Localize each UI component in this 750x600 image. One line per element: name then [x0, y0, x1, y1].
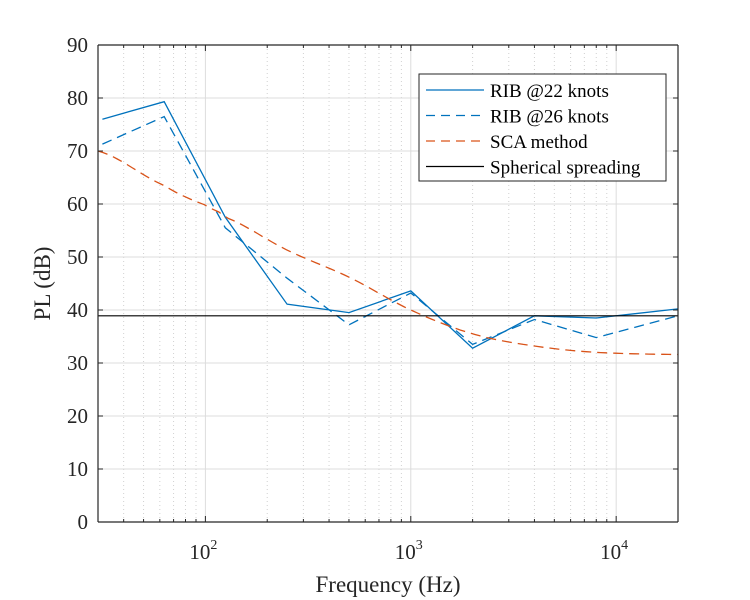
- legend-label: Spherical spreading: [490, 158, 641, 179]
- x-tick-base: 10: [189, 540, 210, 564]
- x-axis: 102 103 104: [97, 45, 679, 564]
- legend-box: [418, 73, 667, 182]
- legend-item: Spherical spreading: [426, 158, 641, 179]
- y-tick-label: 90: [67, 33, 88, 57]
- legend-item: RIB @22 knots: [426, 81, 609, 102]
- x-tick-base: 10: [600, 540, 621, 564]
- x-tick-label: 102: [189, 538, 217, 564]
- y-tick-label: 0: [78, 510, 89, 534]
- series-line-rib-22-knots: [102, 100, 679, 349]
- legend-item: RIB @26 knots: [426, 107, 609, 128]
- y-axis-label: PL (dB): [30, 247, 55, 321]
- series-line-rib-26-knots: [102, 115, 679, 346]
- legend-label: RIB @22 knots: [490, 81, 609, 102]
- x-tick-exponent: 3: [416, 538, 423, 553]
- x-tick-exponent: 4: [621, 538, 628, 553]
- y-tick-label: 60: [67, 192, 88, 216]
- y-tick-label: 70: [67, 139, 88, 163]
- y-tick-label: 30: [67, 351, 88, 375]
- x-tick-label: 103: [395, 538, 423, 564]
- y-axis: 0 10 20 30 40 50 60 70 80 90: [67, 33, 678, 534]
- y-tick-label: 20: [67, 404, 88, 428]
- axes-frame: [97, 44, 679, 523]
- x-axis-label: Frequency (Hz): [316, 572, 461, 597]
- y-tick-label: 40: [67, 298, 88, 322]
- y-tick-label: 10: [67, 457, 88, 481]
- x-tick-base: 10: [395, 540, 416, 564]
- legend: RIB @22 knots RIB @26 knots SCA method Sphe…: [418, 73, 667, 182]
- legend-item: SCA method: [426, 132, 588, 153]
- y-tick-label: 50: [67, 245, 88, 269]
- legend-label: RIB @26 knots: [490, 107, 609, 128]
- x-tick-label: 104: [600, 538, 628, 564]
- legend-label: SCA method: [490, 132, 588, 153]
- x-tick-exponent: 2: [210, 538, 217, 553]
- series-line-sca-method: [97, 150, 678, 356]
- y-tick-label: 80: [67, 86, 88, 110]
- series-layer: [97, 100, 679, 356]
